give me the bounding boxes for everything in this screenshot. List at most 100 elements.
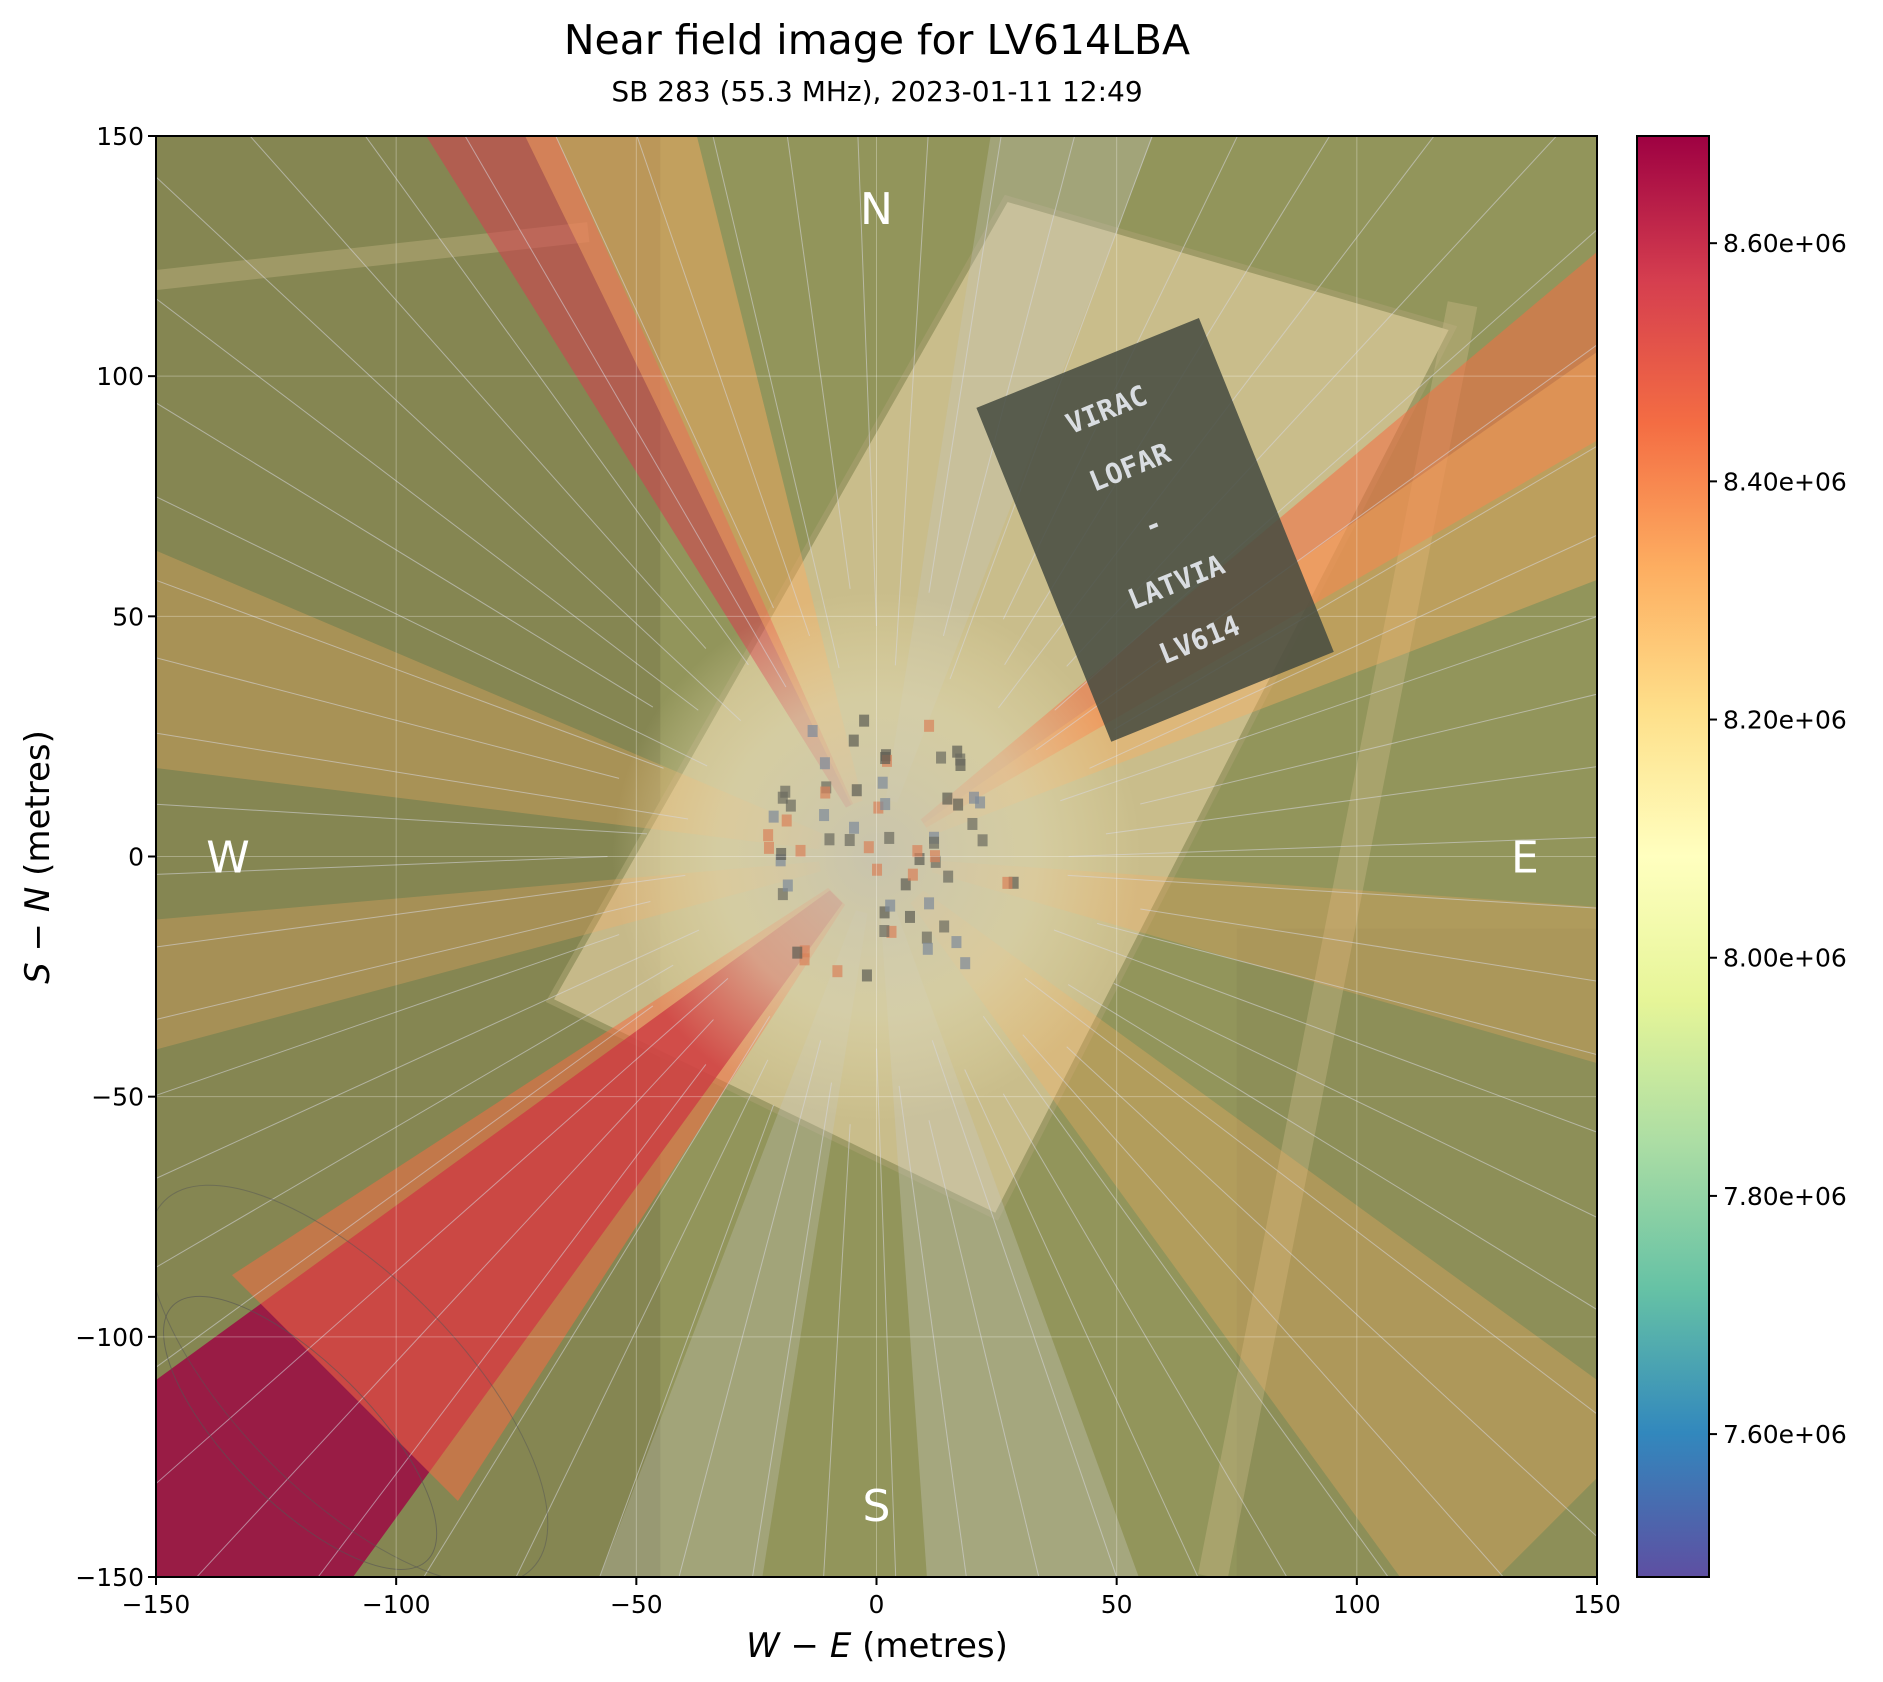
heatmap-speckle xyxy=(885,899,896,912)
contour-line xyxy=(156,657,620,779)
y-tick-label: 150 xyxy=(96,122,144,151)
compass-label-e: E xyxy=(1511,833,1539,884)
heatmap-speckle xyxy=(1008,876,1019,889)
contour-line xyxy=(156,297,699,711)
heatmap-speckle xyxy=(924,719,935,732)
contour-line xyxy=(786,136,851,589)
contour-line xyxy=(156,402,654,708)
heatmap-speckle xyxy=(775,854,786,867)
contour-line xyxy=(317,1064,707,1577)
heatmap-speckle xyxy=(849,821,860,834)
contour-line xyxy=(928,136,1002,593)
colorbar-tick-label: 8.40e+06 xyxy=(1723,467,1847,496)
heatmap-speckle xyxy=(922,942,933,955)
chart-subtitle: SB 283 (55.3 MHz), 2023-01-11 12:49 xyxy=(611,75,1142,108)
heatmap-speckle xyxy=(921,931,932,944)
chart-title: Near field image for LV614LBA xyxy=(564,16,1190,64)
colorbar-tick-label: 8.20e+06 xyxy=(1723,706,1847,735)
contour-line xyxy=(1105,766,1597,835)
contour-line xyxy=(156,803,648,835)
heatmap-speckle xyxy=(952,745,963,758)
heatmap-speckle xyxy=(844,834,855,847)
heatmap-speckle xyxy=(872,863,883,876)
compass-label-n: N xyxy=(860,184,893,235)
heatmap-speckle xyxy=(929,850,940,863)
heatmap-speckle xyxy=(848,734,859,747)
contour-line xyxy=(636,136,811,637)
heatmap-speckle xyxy=(780,785,791,798)
heatmap-speckle xyxy=(763,829,774,842)
x-axis-label: W − E (metres) xyxy=(746,1626,1008,1666)
heatmap-speckle xyxy=(924,897,935,910)
contour-line xyxy=(555,136,775,609)
contour-line xyxy=(931,1040,1118,1577)
contour-line xyxy=(857,136,877,626)
contour-line xyxy=(1002,1093,1288,1577)
contour-line xyxy=(1067,874,1597,909)
heatmap-speckle xyxy=(977,834,988,847)
heatmap-speckle xyxy=(880,798,891,811)
contour-line xyxy=(464,136,787,688)
contour-line xyxy=(156,874,686,948)
heatmap-speckle xyxy=(968,791,979,804)
near-field-heatmap xyxy=(156,136,1597,1577)
contour-line xyxy=(898,1085,967,1577)
heatmap-speckle xyxy=(936,751,947,764)
contour-line xyxy=(196,1019,714,1577)
heatmap-speckle xyxy=(953,798,964,811)
contour-line xyxy=(163,1295,438,1570)
contour-line xyxy=(156,579,664,769)
contour-line xyxy=(156,1184,549,1577)
colorbar-gradient xyxy=(1637,136,1709,1577)
x-tick-label: 150 xyxy=(1573,1590,1621,1619)
y-tick-label: −100 xyxy=(75,1323,144,1352)
trees-southeast xyxy=(1236,928,1597,1577)
heatmap-speckle xyxy=(951,936,962,949)
compass-labels: N S W E xyxy=(206,184,1539,1532)
contour-line xyxy=(156,1005,654,1368)
contour-line xyxy=(156,176,741,722)
heatmap-speckle xyxy=(975,796,986,809)
contour-line xyxy=(249,136,707,649)
x-tick-label: 50 xyxy=(1101,1590,1133,1619)
y-axis-label: S − N (metres) xyxy=(18,730,58,984)
heatmap-speckle xyxy=(939,920,950,933)
y-tick-label: −50 xyxy=(91,1083,144,1112)
heatmap-speckle xyxy=(900,878,911,891)
contour-line xyxy=(156,496,708,767)
contour-line xyxy=(156,964,674,1268)
heatmap-speckle xyxy=(879,925,890,938)
heatmap-speckle xyxy=(904,910,915,923)
contour-line xyxy=(1097,922,1597,1056)
heatmap-speckle xyxy=(912,845,923,858)
heatmap-speckle xyxy=(877,776,888,789)
contour-line xyxy=(156,934,620,1096)
contour-line xyxy=(949,136,1153,680)
contour-line xyxy=(1022,1034,1504,1577)
heatmap-speckle xyxy=(880,752,891,765)
heatmap-speckle xyxy=(776,847,787,860)
contour-line xyxy=(712,136,840,669)
contour-line xyxy=(1140,693,1597,805)
heatmap-speckle xyxy=(820,786,831,799)
heatmap-speckle xyxy=(914,853,925,866)
contour-line xyxy=(515,1059,769,1577)
contour-line xyxy=(942,136,1076,636)
heatmap-speckle xyxy=(824,833,835,846)
contour-line xyxy=(894,136,929,666)
heatmap-speckle xyxy=(792,946,803,959)
contour-line xyxy=(423,1015,771,1577)
contour-line xyxy=(599,1104,775,1577)
contour-line xyxy=(752,1082,833,1577)
contour-line xyxy=(1068,836,1597,857)
y-tick-label: 100 xyxy=(96,362,144,391)
heatmap-speckle xyxy=(768,810,779,823)
colorbar-tick-label: 7.80e+06 xyxy=(1723,1182,1847,1211)
y-axis-ticks: −150 −100 −50 0 50 100 150 xyxy=(75,122,156,1592)
heatmap-speckle xyxy=(929,836,940,849)
